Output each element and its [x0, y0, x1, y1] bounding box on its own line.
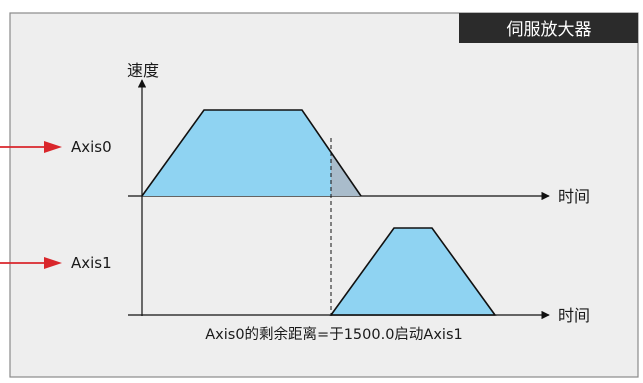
axis0-label: Axis0 [71, 138, 112, 156]
axis1-red-arrow-head [44, 257, 62, 269]
title-bar [459, 13, 638, 43]
axis1-label: Axis1 [71, 254, 112, 272]
title-text: 伺服放大器 [507, 20, 592, 40]
x-axis-label-top: 时间 [558, 187, 590, 206]
caption-text: Axis0的剩余距离=于1500.0启动Axis1 [205, 325, 463, 343]
axis0-red-arrow-head [44, 141, 62, 153]
y-axis-label: 速度 [127, 61, 159, 80]
x-axis-label-bottom: 时间 [558, 306, 590, 325]
